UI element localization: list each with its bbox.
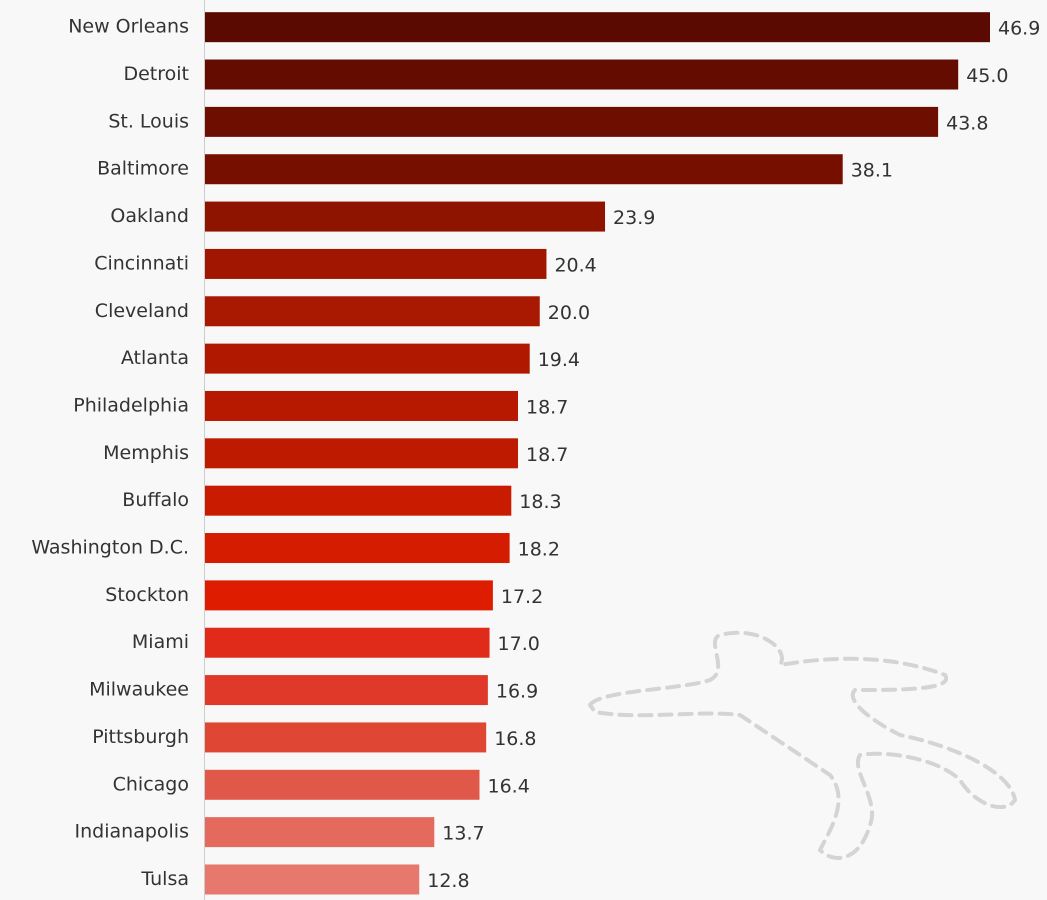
value-label: 20.4 bbox=[554, 254, 596, 276]
chalk-outline-decoration bbox=[587, 630, 1018, 860]
bar bbox=[205, 580, 493, 611]
value-label: 46.9 bbox=[998, 18, 1040, 40]
value-label: 13.7 bbox=[442, 823, 484, 845]
value-label: 16.9 bbox=[496, 681, 538, 703]
bar bbox=[205, 59, 959, 90]
category-label: Cincinnati bbox=[94, 252, 189, 274]
bar bbox=[205, 438, 518, 469]
category-label: Washington D.C. bbox=[31, 537, 189, 559]
category-label: Buffalo bbox=[122, 489, 189, 511]
bar bbox=[205, 390, 518, 421]
category-label: Atlanta bbox=[121, 347, 189, 369]
bar bbox=[205, 817, 435, 848]
value-label: 18.2 bbox=[518, 539, 560, 561]
bar bbox=[205, 296, 540, 327]
bar bbox=[205, 627, 490, 658]
category-label: Philadelphia bbox=[73, 394, 189, 416]
value-label: 16.4 bbox=[487, 775, 529, 797]
category-label: Memphis bbox=[103, 442, 189, 464]
category-label: Chicago bbox=[113, 773, 189, 795]
bar bbox=[205, 675, 488, 706]
value-label: 23.9 bbox=[613, 207, 655, 229]
category-label: New Orleans bbox=[68, 16, 189, 38]
bar bbox=[205, 769, 480, 800]
bar bbox=[205, 864, 420, 895]
category-label: Detroit bbox=[123, 63, 189, 85]
value-label: 20.0 bbox=[548, 302, 590, 324]
bar bbox=[205, 533, 510, 564]
bar bbox=[205, 106, 939, 137]
category-label: Miami bbox=[132, 631, 189, 653]
bar bbox=[205, 343, 530, 374]
category-label: Baltimore bbox=[97, 158, 189, 180]
bar bbox=[205, 722, 487, 753]
value-label: 18.7 bbox=[526, 396, 568, 418]
value-label: 18.7 bbox=[526, 444, 568, 466]
value-label: 45.0 bbox=[966, 65, 1008, 87]
category-label: Milwaukee bbox=[89, 679, 189, 701]
bar bbox=[205, 154, 843, 185]
category-label: Stockton bbox=[105, 584, 189, 606]
value-label: 12.8 bbox=[427, 870, 469, 892]
value-label: 38.1 bbox=[851, 160, 893, 182]
category-label: St. Louis bbox=[108, 110, 189, 132]
category-label: Oakland bbox=[110, 205, 189, 227]
value-label: 18.3 bbox=[519, 491, 561, 513]
value-label: 17.2 bbox=[501, 586, 543, 608]
bar bbox=[205, 201, 606, 232]
value-label: 43.8 bbox=[946, 112, 988, 134]
value-label: 17.0 bbox=[498, 633, 540, 655]
bar bbox=[205, 248, 547, 279]
category-label: Indianapolis bbox=[75, 821, 189, 843]
value-label: 19.4 bbox=[538, 349, 580, 371]
bar bbox=[205, 485, 512, 516]
category-label: Tulsa bbox=[140, 868, 189, 890]
category-label: Pittsburgh bbox=[92, 726, 189, 748]
value-label: 16.8 bbox=[494, 728, 536, 750]
category-label: Cleveland bbox=[95, 300, 189, 322]
bar bbox=[205, 12, 990, 43]
